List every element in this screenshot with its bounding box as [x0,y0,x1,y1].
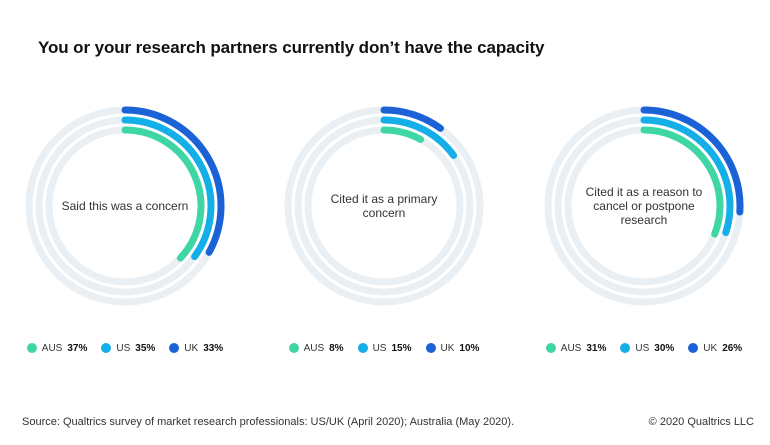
legend-swatch-aus [288,343,299,353]
legend: AUS 31% US 30% UK 26% [534,340,754,356]
legend-label: UK [440,342,455,354]
center-label: Cited it as a primary concern [330,192,438,220]
legend-value: 33% [203,342,224,354]
legend-item-uk: UK 10% [425,342,480,354]
legend-item-aus: AUS 37% [26,342,88,354]
legend-value: 8% [329,342,344,354]
legend-label: US [116,342,131,354]
legend-value: 10% [459,342,480,354]
legend-label: US [372,342,387,354]
arc-uk [380,106,444,132]
legend-swatch-us [101,343,112,353]
legend-value: 37% [67,342,88,354]
radial-chart [544,106,744,306]
legend-value: 35% [135,342,156,354]
legend-item-us: US 30% [620,343,674,354]
legend: AUS 37% US 35% UK 33% [15,340,235,356]
arc-uk [640,106,744,216]
radial-chart [284,106,484,306]
legend-label: AUS [41,342,63,354]
legend-value: 31% [586,342,607,354]
arc-us [121,116,215,261]
legend-swatch-aus [545,343,556,353]
source-note: Source: Qualtrics survey of market resea… [22,416,515,428]
arc-aus [640,126,724,238]
legend-value: 15% [391,342,412,354]
legend-swatch-uk [425,343,436,353]
legend-swatch-uk [169,343,180,353]
center-label: Cited it as a reason to cancel or postpo… [585,185,703,227]
legend-swatch-us [357,343,368,353]
chart-title: You or your research partners currently … [38,38,545,57]
legend-swatch-us [620,343,631,353]
legend: AUS 8% US 15% UK 10% [274,340,494,356]
legend-item-us: US 35% [101,343,155,354]
chart-panel-concern: Said this was a concern AUS 37% US 35% U… [15,96,235,372]
arc-us [640,116,734,237]
arc-aus [121,126,205,262]
legend-value: 30% [654,342,675,354]
legend-value: 26% [722,342,743,354]
center-label: Said this was a concern [61,199,189,213]
legend-item-uk: UK 33% [169,343,223,354]
legend-item-aus: AUS 8% [288,342,344,354]
copyright-note: © 2020 Qualtrics LLC [648,416,754,428]
legend-swatch-aus [26,343,37,353]
arc-aus [380,126,425,143]
legend-label: UK [703,342,718,354]
legend-label: AUS [560,342,582,354]
arc-uk [121,106,225,256]
legend-item-aus: AUS 31% [545,342,607,354]
legend-label: US [635,342,650,354]
radial-chart [25,106,225,306]
legend-item-us: US 15% [357,342,412,354]
legend-label: AUS [303,342,325,354]
chart-panel-primary-concern: Cited it as a primary concern AUS 8% US … [274,96,494,372]
chart-panel-cancel-postpone: Cited it as a reason to cancel or postpo… [534,96,754,372]
legend-item-uk: UK 26% [688,343,742,354]
legend-label: UK [184,342,199,354]
arc-us [380,116,458,159]
legend-swatch-uk [688,343,699,353]
